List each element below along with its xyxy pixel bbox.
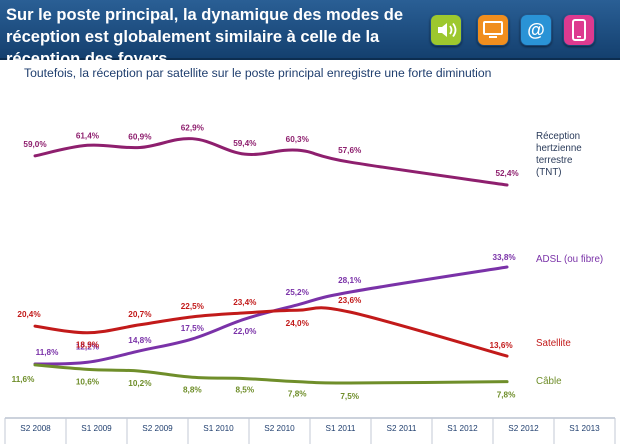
x-tick-label: S1 2010: [203, 424, 234, 433]
data-label: 62,9%: [181, 124, 205, 133]
tv-icon[interactable]: [477, 14, 509, 46]
series-name-label: Câble: [536, 376, 562, 387]
data-label: 8,5%: [235, 386, 254, 395]
data-label: 20,7%: [128, 310, 152, 319]
data-label: 59,4%: [233, 139, 257, 148]
data-label: 52,4%: [495, 169, 519, 178]
sound-icon[interactable]: [430, 14, 462, 46]
data-label: 13,6%: [489, 341, 513, 350]
data-label: 11,6%: [12, 375, 35, 384]
data-label: 14,8%: [128, 336, 152, 345]
data-label: 22,0%: [233, 327, 257, 336]
series-line: [33, 137, 509, 187]
data-label: 20,4%: [17, 310, 41, 319]
data-label: 61,4%: [76, 131, 100, 140]
x-tick-label: S1 2012: [447, 424, 478, 433]
at-icon[interactable]: @: [520, 14, 552, 46]
x-tick-label: S2 2011: [387, 424, 417, 433]
series-name-label: hertzienne: [536, 143, 582, 154]
data-label: 28,1%: [338, 276, 362, 285]
data-label: 57,6%: [338, 146, 362, 155]
data-label: 24,0%: [286, 319, 310, 328]
data-label: 10,2%: [128, 379, 152, 388]
data-label: 17,5%: [181, 324, 205, 333]
x-tick-label: S2 2010: [264, 424, 295, 433]
x-tick-label: S1 2011: [326, 424, 356, 433]
series-name-label: (TNT): [536, 167, 562, 178]
x-tick-label: S1 2009: [81, 424, 112, 433]
data-label: 7,8%: [497, 391, 516, 400]
series-line: [33, 265, 509, 366]
data-label: 7,8%: [288, 390, 307, 399]
data-label: 33,8%: [492, 253, 516, 262]
x-tick-label: S2 2012: [508, 424, 539, 433]
series-name-label: Réception: [536, 131, 580, 142]
data-label: 18,9%: [76, 341, 100, 350]
data-label: 12,2%: [76, 342, 100, 351]
data-label: 23,4%: [233, 298, 257, 307]
series-name-label: Satellite: [536, 338, 571, 349]
slide-title: Sur le poste principal, la dynamique des…: [6, 6, 404, 68]
data-label: 60,9%: [128, 133, 152, 142]
data-label: 22,5%: [181, 302, 205, 311]
x-tick-label: S2 2008: [20, 424, 51, 433]
data-label: 60,3%: [286, 135, 310, 144]
data-label: 59,0%: [23, 140, 47, 149]
data-label: 11,8%: [36, 348, 59, 357]
mobile-icon[interactable]: [563, 14, 595, 46]
data-label: 10,6%: [76, 377, 100, 386]
x-tick-label: S2 2009: [142, 424, 173, 433]
data-label: 23,6%: [338, 296, 362, 305]
data-label: 25,2%: [286, 288, 310, 297]
title-banner: Sur le poste principal, la dynamique des…: [0, 0, 620, 68]
series-line: [33, 363, 509, 385]
data-label: 8,8%: [183, 385, 202, 394]
line-chart: S2 2008 S1 2009 S2 2009 S1 2010 S2 2010 S1 20…: [4, 124, 616, 444]
series-name-label: ADSL (ou fibre): [536, 254, 603, 265]
series-name-label: terrestre: [536, 155, 573, 166]
chart-subtitle: Toutefois, la réception par satellite su…: [24, 66, 492, 80]
series-line: [33, 306, 509, 358]
data-label: 7,5%: [340, 392, 359, 401]
svg-text:@: @: [527, 20, 545, 40]
x-tick-label: S1 2013: [569, 424, 600, 433]
